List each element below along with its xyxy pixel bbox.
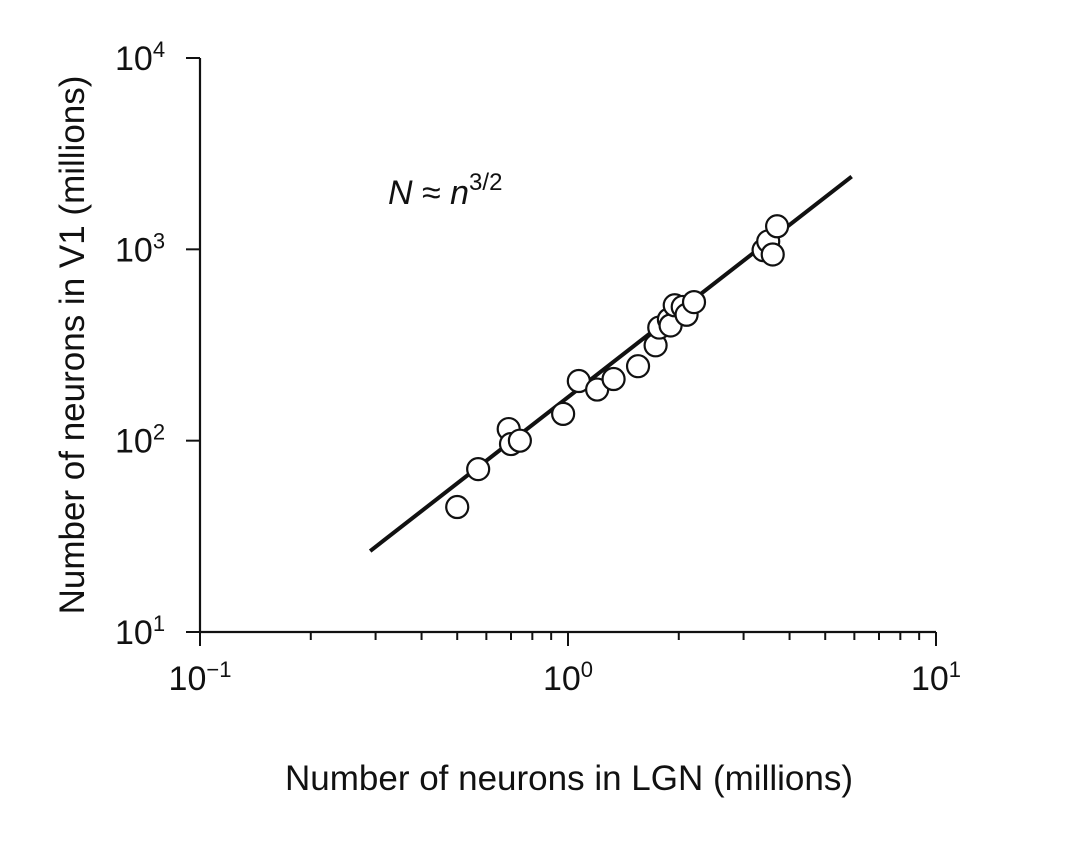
equation-annotation: N ≈ n3/2 xyxy=(388,169,502,212)
x-tick-label: 100 xyxy=(543,657,593,698)
data-point xyxy=(625,354,651,379)
data-point xyxy=(764,214,790,239)
data-point xyxy=(507,428,532,453)
x-tick-label: 101 xyxy=(911,657,961,698)
y-tick-base: 10 xyxy=(115,614,153,652)
x-tick-exponent: −1 xyxy=(206,657,231,682)
ticks xyxy=(186,57,937,646)
data-point xyxy=(551,401,576,427)
x-axis-title: Number of neurons in LGN (millions) xyxy=(285,759,853,798)
equation-base: n xyxy=(450,174,469,212)
x-tick-base: 10 xyxy=(543,660,581,698)
y-tick-exponent: 4 xyxy=(153,37,165,62)
x-tick-base: 10 xyxy=(911,660,949,698)
data-point xyxy=(760,242,785,267)
y-tick-exponent: 3 xyxy=(153,228,165,253)
y-tick-label: 102 xyxy=(115,420,165,461)
x-tick-exponent: 0 xyxy=(581,657,593,682)
data-points xyxy=(445,214,790,520)
x-tick-label: 10−1 xyxy=(169,657,232,698)
y-tick-label: 101 xyxy=(115,611,165,652)
x-tick-base: 10 xyxy=(169,660,207,698)
x-tick-exponent: 1 xyxy=(949,657,961,682)
y-tick-label: 103 xyxy=(115,228,165,269)
y-tick-exponent: 2 xyxy=(153,420,165,445)
y-tick-base: 10 xyxy=(115,423,153,461)
y-tick-exponent: 1 xyxy=(153,611,165,636)
data-point xyxy=(601,366,626,392)
equation-lhs: N xyxy=(388,174,413,212)
data-point xyxy=(466,457,491,482)
data-point xyxy=(681,289,707,315)
equation-exponent: 3/2 xyxy=(469,169,502,196)
y-tick-label: 104 xyxy=(115,37,165,78)
equation-approx: ≈ xyxy=(413,174,451,212)
y-axis-title: Number of neurons in V1 (millions) xyxy=(53,76,92,615)
axes xyxy=(198,58,936,634)
y-tick-base: 10 xyxy=(115,231,153,269)
data-point xyxy=(445,494,470,520)
y-tick-base: 10 xyxy=(115,40,153,78)
